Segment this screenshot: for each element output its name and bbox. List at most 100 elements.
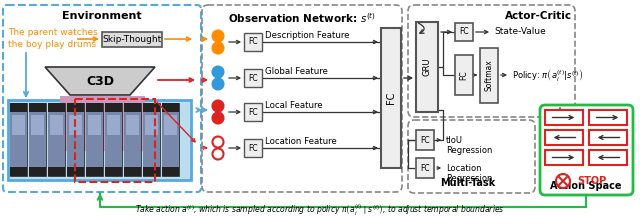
Bar xyxy=(86,167,103,176)
Text: Global Feature: Global Feature xyxy=(265,67,328,76)
Circle shape xyxy=(212,42,223,54)
Text: Environment: Environment xyxy=(62,11,142,21)
Text: Description Feature: Description Feature xyxy=(265,31,349,40)
Bar xyxy=(10,112,27,167)
Bar xyxy=(244,33,262,51)
Bar xyxy=(105,103,122,176)
Text: Policy: $\pi\left(a_i^{(t)} | s^{(t)}\right)$: Policy: $\pi\left(a_i^{(t)} | s^{(t)}\ri… xyxy=(512,67,583,83)
FancyBboxPatch shape xyxy=(540,105,633,195)
Text: Location
Regression: Location Regression xyxy=(446,164,492,183)
Bar xyxy=(69,115,82,135)
Bar xyxy=(86,103,103,176)
Bar xyxy=(416,158,434,178)
Polygon shape xyxy=(45,67,155,95)
Circle shape xyxy=(212,137,223,147)
Bar xyxy=(416,130,434,150)
Bar xyxy=(244,69,262,87)
Bar xyxy=(86,112,103,167)
Bar xyxy=(105,112,122,167)
Text: FC: FC xyxy=(460,70,468,80)
Bar xyxy=(29,167,46,176)
Bar xyxy=(164,115,177,135)
Bar xyxy=(48,167,65,176)
Bar xyxy=(381,28,401,168)
Text: Local Feature: Local Feature xyxy=(265,101,323,110)
Bar xyxy=(29,103,46,176)
Bar xyxy=(589,130,627,145)
Bar xyxy=(124,167,141,176)
Text: Actor-Critic: Actor-Critic xyxy=(505,11,572,21)
Bar xyxy=(50,115,63,135)
Circle shape xyxy=(212,113,223,123)
Bar xyxy=(10,167,27,176)
Bar xyxy=(105,167,122,176)
Text: The parent watches
the boy play drums: The parent watches the boy play drums xyxy=(8,28,98,49)
Text: Action Space: Action Space xyxy=(550,181,621,191)
Bar xyxy=(589,110,627,125)
Bar xyxy=(124,103,141,112)
Text: Location Feature: Location Feature xyxy=(265,137,337,146)
Bar xyxy=(10,103,27,176)
Text: Softmax: Softmax xyxy=(484,59,493,91)
Bar xyxy=(545,110,583,125)
Bar xyxy=(416,22,438,112)
Bar xyxy=(48,103,65,112)
Text: C3D: C3D xyxy=(86,75,114,87)
Bar xyxy=(545,130,583,145)
Bar xyxy=(67,103,84,176)
Bar xyxy=(67,112,84,167)
Bar xyxy=(162,112,179,167)
Bar xyxy=(67,103,84,112)
Bar xyxy=(244,103,262,121)
Circle shape xyxy=(212,149,223,159)
Bar xyxy=(589,150,627,165)
Bar xyxy=(12,115,25,135)
Bar xyxy=(105,103,122,112)
Bar xyxy=(545,150,583,165)
Bar xyxy=(162,103,179,112)
Bar xyxy=(31,115,44,135)
Bar xyxy=(102,32,162,47)
Bar xyxy=(455,23,473,41)
Bar xyxy=(67,167,84,176)
Bar xyxy=(10,103,27,112)
Circle shape xyxy=(212,101,223,111)
Bar xyxy=(124,112,141,167)
Text: State-Value: State-Value xyxy=(494,28,546,36)
Text: FC: FC xyxy=(420,135,430,145)
Text: Multi-Task: Multi-Task xyxy=(440,178,495,188)
Bar xyxy=(143,167,160,176)
Text: Take action $a^{(t)}$, which is sampled according to policy $\pi\left(a_i^{(t)} : Take action $a^{(t)}$, which is sampled … xyxy=(135,202,505,218)
Bar xyxy=(8,100,191,180)
Bar xyxy=(244,139,262,157)
Bar xyxy=(143,112,160,167)
Bar xyxy=(455,55,473,95)
Bar xyxy=(124,103,141,176)
Bar xyxy=(143,103,160,112)
Text: FC: FC xyxy=(248,73,258,83)
Text: FC: FC xyxy=(248,107,258,117)
Text: Skip-Thought: Skip-Thought xyxy=(102,35,162,44)
Bar xyxy=(48,103,65,176)
Bar xyxy=(126,115,139,135)
Text: GRU: GRU xyxy=(422,58,431,76)
Bar xyxy=(88,115,101,135)
Circle shape xyxy=(212,67,223,77)
Bar xyxy=(107,115,120,135)
Bar xyxy=(60,96,145,151)
Bar xyxy=(29,103,46,112)
Bar xyxy=(480,48,498,103)
Bar xyxy=(143,103,160,176)
Bar xyxy=(86,103,103,112)
Text: FC: FC xyxy=(459,28,469,36)
Text: FC: FC xyxy=(420,163,430,172)
Text: FC: FC xyxy=(386,92,396,104)
Text: Observation Network: $s^{(t)}$: Observation Network: $s^{(t)}$ xyxy=(228,11,376,25)
Text: tIoU
Regression: tIoU Regression xyxy=(446,136,492,155)
Bar xyxy=(162,103,179,176)
Bar xyxy=(145,115,158,135)
Text: FC: FC xyxy=(248,143,258,153)
Circle shape xyxy=(556,174,570,188)
Circle shape xyxy=(212,30,223,42)
Bar xyxy=(48,112,65,167)
